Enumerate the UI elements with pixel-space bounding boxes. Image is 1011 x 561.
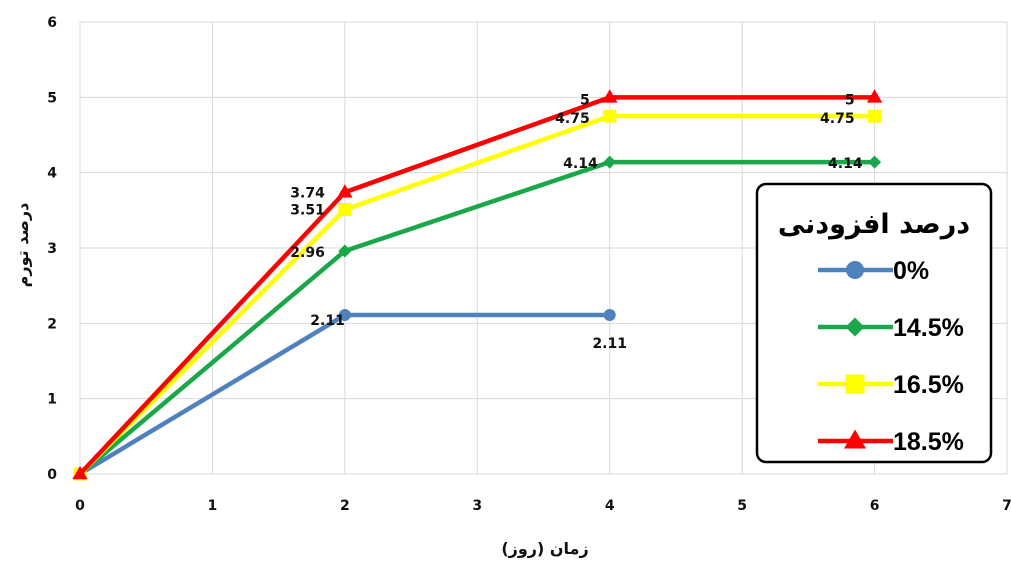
x-tick-label: 7 <box>1002 498 1011 514</box>
data-point <box>866 89 883 103</box>
data-label: 4.75 <box>820 111 855 127</box>
series-4 <box>72 89 883 480</box>
legend-label: 18.5% <box>893 428 964 456</box>
legend: درصد افزودنی 0% 14.5% 16.5% 18.5% <box>755 182 993 464</box>
y-tick-label: 1 <box>47 392 57 408</box>
data-point <box>338 203 352 217</box>
data-label: 3.74 <box>290 185 325 201</box>
data-point <box>868 155 882 169</box>
data-label: 2.11 <box>310 313 345 329</box>
y-tick-label: 0 <box>47 467 57 483</box>
data-label: 3.51 <box>290 203 325 219</box>
legend-label: 16.5% <box>893 371 964 399</box>
data-label: 4.14 <box>828 156 863 172</box>
legend-marker <box>844 429 866 449</box>
tick-labels: 0 1 2 3 4 5 6 7 0 1 2 3 4 5 6 <box>47 15 1011 514</box>
y-tick-label: 6 <box>47 15 57 31</box>
data-point <box>603 155 617 169</box>
series-3 <box>73 109 882 481</box>
y-tick-label: 2 <box>47 316 57 332</box>
legend-item: 0% <box>818 257 929 285</box>
x-axis-title: زمان (روز) <box>501 539 588 558</box>
legend-label: 0% <box>893 257 929 285</box>
data-point <box>337 184 353 198</box>
data-label: 5 <box>845 92 855 108</box>
series-2 <box>73 155 882 481</box>
x-tick-label: 2 <box>340 498 350 514</box>
data-point <box>603 309 616 322</box>
data-point <box>72 465 88 480</box>
legend-label: 14.5% <box>893 314 964 342</box>
legend-items: 0% 14.5% 16.5% 18.5% <box>818 257 964 456</box>
series-lines <box>72 89 883 481</box>
data-label: 4.75 <box>555 111 590 127</box>
legend-marker <box>845 317 865 337</box>
data-point <box>602 89 618 103</box>
legend-box <box>755 182 993 464</box>
x-tick-label: 0 <box>75 498 85 514</box>
x-tick-label: 6 <box>870 498 880 514</box>
y-axis-title: درصد تورم <box>13 203 32 288</box>
data-label: 4.14 <box>563 156 598 172</box>
data-label: 2.11 <box>592 336 627 352</box>
legend-item: 18.5% <box>818 428 964 456</box>
x-tick-label: 1 <box>208 498 218 514</box>
legend-title: درصد افزودنی <box>778 209 970 240</box>
series-line <box>78 113 875 476</box>
legend-item: 14.5% <box>818 314 964 342</box>
series-line <box>78 95 875 476</box>
legend-item: 16.5% <box>818 371 964 399</box>
data-label: 2.96 <box>290 245 325 261</box>
data-labels: 2.11 2.11 2.96 4.14 4.14 3.51 4.75 4.75 3.74 5 5 <box>290 92 863 352</box>
data-label: 5 <box>580 92 590 108</box>
x-tick-label: 3 <box>472 498 482 514</box>
data-point <box>338 309 351 322</box>
data-point <box>603 109 617 123</box>
legend-marker <box>845 374 865 394</box>
y-tick-label: 3 <box>47 241 57 257</box>
y-tick-label: 4 <box>47 166 57 182</box>
legend-marker <box>846 261 864 279</box>
data-point <box>868 109 882 123</box>
x-tick-label: 4 <box>605 498 615 514</box>
series-line <box>78 159 875 476</box>
data-point <box>338 244 352 258</box>
x-tick-label: 5 <box>737 498 747 514</box>
y-tick-label: 5 <box>47 90 57 106</box>
